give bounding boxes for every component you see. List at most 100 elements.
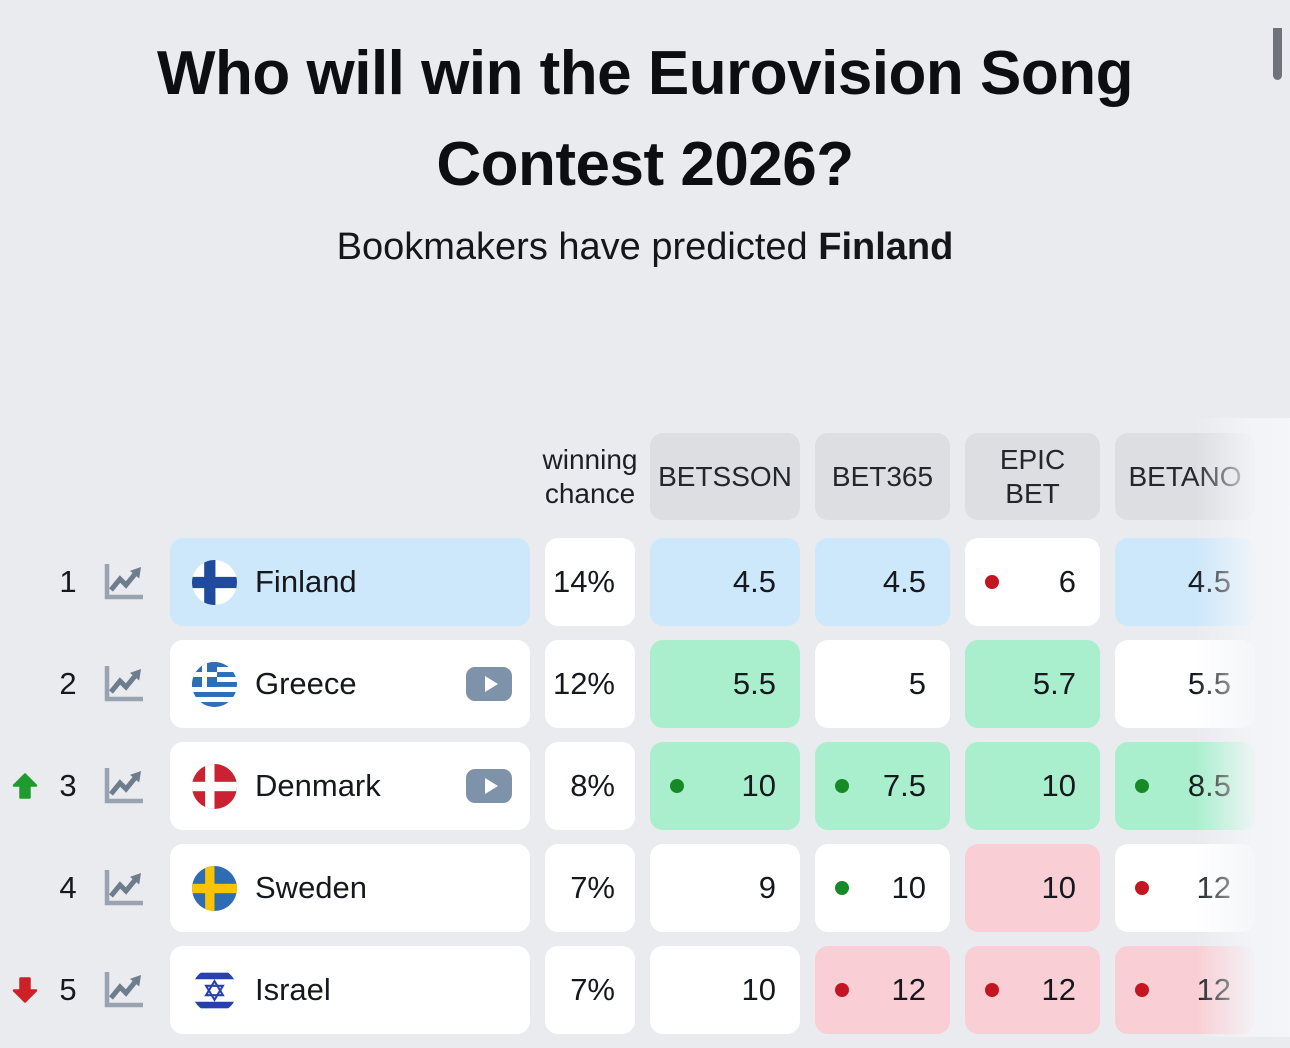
odds-value: 10 [741,972,776,1007]
bookmaker-header-bet365[interactable]: BET365 [815,433,950,520]
odds-cell[interactable]: 5.7 [965,640,1100,728]
country-name: Denmark [255,768,381,803]
bookmaker-header-epic-bet[interactable]: EPIC BET [965,433,1100,520]
odds-cell[interactable]: 8.5 [1115,742,1255,830]
odds-value: 5.5 [732,666,776,701]
trend-chart-icon[interactable] [100,765,146,807]
odds-cell[interactable]: 10 [650,946,800,1034]
table-row: 4 Sweden 7% 9 10 10 12 [0,844,1255,932]
odds-cell[interactable]: 7.5 [815,742,950,830]
country-name: Finland [255,564,357,599]
country-name: Greece [255,666,357,701]
odds-value: 5.5 [1187,666,1231,701]
country-cell-greece[interactable]: Greece [170,640,530,728]
odds-value: 12 [1041,972,1076,1007]
odds-value: 5.7 [1032,666,1076,701]
green-dot-icon [835,779,849,793]
green-dot-icon [670,779,684,793]
odds-cell[interactable]: 10 [815,844,950,932]
trend-chart-icon[interactable] [100,969,146,1011]
country-cell-denmark[interactable]: Denmark [170,742,530,830]
odds-value: 4.5 [732,564,776,599]
header-rank-spacer [0,433,155,520]
rank-number: 5 [59,972,77,1007]
odds-cell[interactable]: 5.5 [1115,640,1255,728]
green-dot-icon [1135,779,1149,793]
odds-cell[interactable]: 12 [1115,844,1255,932]
page-subtitle: Bookmakers have predicted Finland [0,226,1290,269]
odds-value: 10 [741,768,776,803]
odds-value: 8.5 [1187,768,1231,803]
winning-chance-value: 12% [545,640,635,728]
flag-denmark-icon [192,763,237,809]
odds-cell[interactable]: 12 [1115,946,1255,1034]
red-dot-icon [985,983,999,997]
odds-value: 10 [1041,768,1076,803]
odds-cell[interactable]: 10 [965,742,1100,830]
rank-number: 4 [59,870,77,905]
rank-number: 3 [59,768,77,803]
flag-sweden-icon [192,865,237,911]
table-row: 5 Israel 7% 10 12 12 12 [0,946,1255,1034]
rank-down-icon [10,975,46,1005]
odds-value: 12 [1196,972,1231,1007]
predicted-country: Finland [818,226,954,269]
winning-chance-value: 8% [545,742,635,830]
vertical-scrollbar-thumb[interactable] [1273,28,1282,80]
table-row: 2 Greece 12% 5.5 5 5.7 5.5 [0,640,1255,728]
odds-cell[interactable]: 4.5 [650,538,800,626]
odds-value: 5 [908,666,926,701]
page-title: Who will win the Eurovision Song Contest… [157,39,1133,200]
odds-value: 4.5 [1187,564,1231,599]
odds-cell[interactable]: 4.5 [815,538,950,626]
odds-cell[interactable]: 4.5 [1115,538,1255,626]
play-video-button[interactable] [466,769,512,803]
bookmaker-header-betano[interactable]: BETANO [1115,433,1255,520]
winning-chance-value: 14% [545,538,635,626]
red-dot-icon [835,983,849,997]
odds-table: winning chance BETSSON BET365 EPIC BET BETAN… [0,433,1255,1048]
odds-cell[interactable]: 9 [650,844,800,932]
odds-value: 10 [891,870,926,905]
flag-israel-icon [192,967,237,1013]
odds-value: 12 [1196,870,1231,905]
country-name: Sweden [255,870,368,905]
winning-chance-value: 7% [545,844,635,932]
bookmaker-header-betsson[interactable]: BETSSON [650,433,800,520]
rank-up-icon [10,771,46,801]
green-dot-icon [835,881,849,895]
red-dot-icon [1135,983,1149,997]
trend-chart-icon[interactable] [100,561,146,603]
table-header-row: winning chance BETSSON BET365 EPIC BET BETAN… [0,433,1255,520]
odds-cell[interactable]: 12 [815,946,950,1034]
odds-value: 7.5 [882,768,926,803]
odds-cell[interactable]: 6 [965,538,1100,626]
trend-chart-icon[interactable] [100,663,146,705]
rank-number: 2 [59,666,77,701]
trend-chart-icon[interactable] [100,867,146,909]
country-cell-israel[interactable]: Israel [170,946,530,1034]
table-row: 1 Finland 14% 4.5 4.5 6 4.5 [0,538,1255,626]
rank-cell: 5 [0,946,155,1034]
subtitle-prefix: Bookmakers have predicted [336,226,808,269]
odds-cell[interactable]: 5.5 [650,640,800,728]
flag-greece-icon [192,661,237,707]
odds-cell[interactable]: 5 [815,640,950,728]
flag-finland-icon [192,559,237,605]
play-video-button[interactable] [466,667,512,701]
odds-cell[interactable]: 10 [650,742,800,830]
header-country-spacer [170,433,530,520]
odds-value: 12 [891,972,926,1007]
red-dot-icon [1135,881,1149,895]
red-dot-icon [985,575,999,589]
rank-number: 1 [59,564,77,599]
rank-cell: 2 [0,640,155,728]
odds-value: 9 [758,870,776,905]
rank-cell: 3 [0,742,155,830]
country-cell-sweden[interactable]: Sweden [170,844,530,932]
odds-cell[interactable]: 12 [965,946,1100,1034]
odds-value: 6 [1058,564,1076,599]
odds-cell[interactable]: 10 [965,844,1100,932]
odds-value: 4.5 [882,564,926,599]
country-cell-finland[interactable]: Finland [170,538,530,626]
